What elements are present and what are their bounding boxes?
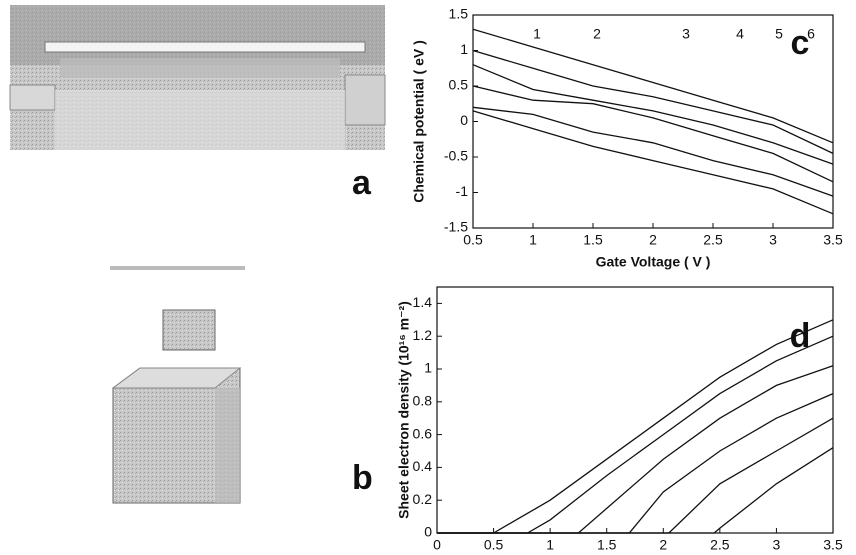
panel-label: a — [352, 164, 372, 202]
x-tick-label: 0.5 — [463, 232, 483, 248]
series-line — [472, 106, 834, 197]
series-line — [472, 85, 834, 183]
series-line — [437, 417, 834, 534]
y-tick-label: 0.5 — [449, 77, 469, 93]
plot-frame — [436, 286, 834, 534]
y-tick-label: 1.4 — [413, 294, 433, 310]
x-tick-label: 3 — [773, 537, 781, 553]
x-tick-label: 1 — [546, 537, 554, 553]
series-line — [437, 319, 834, 534]
series-line — [472, 49, 834, 154]
x-tick-label: 2 — [659, 537, 667, 553]
y-tick-label: -1.5 — [444, 219, 468, 235]
x-tick-label: 3 — [769, 232, 777, 248]
panel-label: b — [352, 459, 373, 497]
y-axis-label: Sheet electron density (10¹⁶ m⁻²) — [396, 301, 412, 519]
x-tick-label: 2.5 — [710, 537, 730, 553]
series-line — [472, 28, 834, 144]
y-tick-label: 0.2 — [413, 491, 433, 507]
series-label: 6 — [807, 26, 815, 42]
y-tick-label: -0.5 — [444, 148, 468, 164]
x-tick-label: 0 — [433, 537, 441, 553]
y-tick-label: 0.4 — [413, 458, 433, 474]
series-line — [472, 64, 834, 165]
series-line — [437, 365, 834, 534]
y-tick-label: -1 — [456, 183, 469, 199]
y-tick-label: 0.8 — [413, 393, 433, 409]
series-label: 5 — [775, 26, 783, 42]
image-b — [110, 266, 245, 504]
x-tick-label: 1.5 — [597, 537, 617, 553]
y-tick-label: 0.6 — [413, 425, 433, 441]
series-label: 4 — [736, 26, 744, 42]
x-tick-label: 2.5 — [703, 232, 723, 248]
y-tick-label: 1 — [424, 360, 432, 376]
y-tick-label: 1 — [460, 41, 468, 57]
x-tick-label: 0.5 — [484, 537, 504, 553]
series-line — [437, 447, 834, 534]
series-label: 1 — [533, 26, 541, 42]
x-axis-label: Gate Voltage ( V ) — [596, 254, 711, 270]
y-axis-label: Chemical potential ( eV ) — [411, 40, 427, 203]
series-line — [437, 393, 834, 534]
x-tick-label: 1 — [529, 232, 537, 248]
y-tick-label: 0 — [460, 112, 468, 128]
plot-frame — [472, 14, 834, 229]
series-line — [437, 335, 834, 534]
series-label: 2 — [593, 26, 601, 42]
x-tick-label: 3.5 — [823, 232, 843, 248]
x-tick-label: 3.5 — [823, 537, 843, 553]
y-tick-label: 1.2 — [413, 327, 433, 343]
y-tick-label: 1.5 — [449, 6, 469, 22]
series-label: 3 — [682, 26, 690, 42]
series-line — [472, 110, 834, 215]
panel-label: d — [790, 317, 811, 355]
y-tick-label: 0 — [424, 524, 432, 540]
x-tick-label: 1.5 — [583, 232, 603, 248]
x-tick-label: 2 — [649, 232, 657, 248]
panel-label: c — [791, 24, 810, 62]
image-a — [9, 5, 386, 150]
